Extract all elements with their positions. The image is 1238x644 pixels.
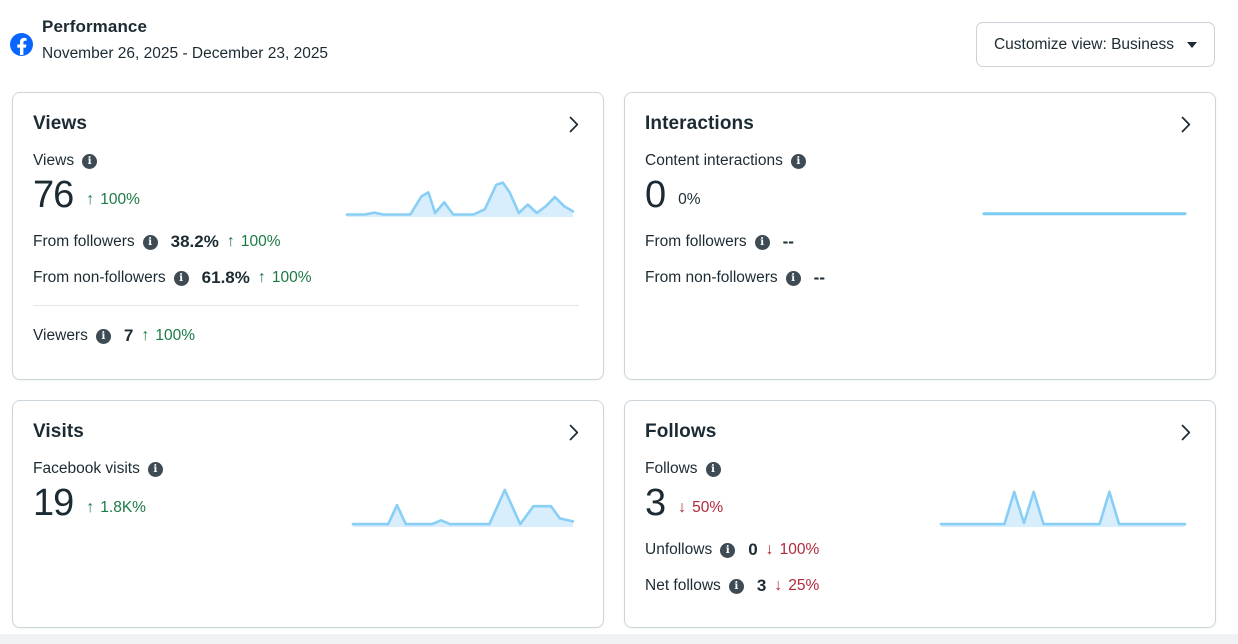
views-sparkline-chart <box>345 181 575 217</box>
interactions-value: 0 <box>645 174 666 216</box>
customize-view-label: Customize view: Business <box>993 35 1174 53</box>
up-arrow-icon: ↑ <box>141 327 150 344</box>
info-icon[interactable]: i <box>82 153 98 169</box>
info-icon[interactable]: i <box>790 153 806 169</box>
interactions-value-row: 0 0% <box>645 175 1191 216</box>
info-icon[interactable]: i <box>754 234 770 250</box>
down-arrow-icon: ↓ <box>774 577 783 594</box>
follows-chevron-right-icon[interactable] <box>1181 422 1191 443</box>
row-value: 7 <box>123 326 134 345</box>
visits-delta: ↑ 1.8K% <box>86 499 146 516</box>
metric-row-from-non-followers: From non-followers i -- <box>645 268 1191 288</box>
row-label: Unfollows <box>645 541 713 558</box>
views-chevron-right-icon[interactable] <box>569 114 579 135</box>
row-value: 3 <box>756 576 767 595</box>
follows-value: 3 <box>645 482 666 524</box>
interactions-card: Interactions Content interactions i 0 0%… <box>624 92 1216 380</box>
visits-chevron-right-icon[interactable] <box>569 422 579 443</box>
up-arrow-icon: ↑ <box>257 269 266 286</box>
views-metric-label-row: Views i <box>33 152 579 170</box>
info-icon[interactable]: i <box>147 461 163 477</box>
visits-metric-label: Facebook visits <box>33 460 140 477</box>
interactions-metric-label: Content interactions <box>645 152 783 169</box>
info-icon[interactable]: i <box>95 328 111 344</box>
follows-sparkline-chart <box>939 490 1187 527</box>
follows-metric-label-row: Follows i <box>645 460 1191 478</box>
metric-row-viewers: Viewers i 7 ↑ 100% <box>33 326 579 346</box>
interactions-card-title: Interactions <box>645 113 754 134</box>
info-icon[interactable]: i <box>785 270 801 286</box>
interactions-metric-label-row: Content interactions i <box>645 152 1191 170</box>
metric-row-unfollows: Unfollows i 0 ↓ 100% <box>645 540 1191 560</box>
visits-sparkline-chart <box>351 488 575 527</box>
visits-value-row: 19 ↑ 1.8K% <box>33 483 579 524</box>
visits-card-header: Visits <box>33 421 579 443</box>
info-icon[interactable]: i <box>705 461 721 477</box>
metric-row-net-follows: Net follows i 3 ↓ 25% <box>645 576 1191 596</box>
metric-row-from-followers: From followers i 38.2% ↑ 100% <box>33 232 579 252</box>
down-arrow-icon: ↓ <box>678 499 687 516</box>
interactions-card-header: Interactions <box>645 113 1191 135</box>
views-card-header: Views <box>33 113 579 135</box>
interactions-delta: 0% <box>678 191 701 208</box>
views-value: 76 <box>33 174 74 216</box>
info-icon[interactable]: i <box>728 578 744 594</box>
info-icon[interactable]: i <box>142 234 158 250</box>
divider <box>33 305 579 306</box>
row-label: From followers <box>645 233 747 250</box>
row-delta: ↑ 100% <box>257 269 312 286</box>
visits-card: Visits Facebook visits i 19 ↑ 1.8K% <box>12 400 604 628</box>
page-bottom-strip <box>0 634 1238 644</box>
customize-view-button[interactable]: Customize view: Business <box>975 22 1215 67</box>
views-value-row: 76 ↑ 100% <box>33 175 579 216</box>
visits-value: 19 <box>33 482 74 524</box>
row-delta: ↓ 100% <box>765 541 820 558</box>
up-arrow-icon: ↑ <box>86 499 95 516</box>
views-metric-label: Views <box>33 152 75 169</box>
interactions-sparkline-chart <box>982 212 1187 216</box>
date-range: November 26, 2025 - December 23, 2025 <box>42 45 329 62</box>
visits-metric-label-row: Facebook visits i <box>33 460 579 478</box>
row-value: 38.2% <box>170 232 219 251</box>
info-icon[interactable]: i <box>720 542 736 558</box>
row-delta: ↑ 100% <box>226 233 281 250</box>
views-card: Views Views i 76 ↑ 100% From followers i… <box>12 92 604 380</box>
row-label: Viewers <box>33 327 88 344</box>
cards-grid: Views Views i 76 ↑ 100% From followers i… <box>12 92 1216 628</box>
info-icon[interactable]: i <box>173 270 189 286</box>
row-value: -- <box>813 268 825 287</box>
row-value: 61.8% <box>201 268 250 287</box>
caret-down-icon <box>1187 41 1197 48</box>
row-label: Net follows <box>645 577 721 594</box>
follows-value-row: 3 ↓ 50% <box>645 483 1191 524</box>
interactions-chevron-right-icon[interactable] <box>1181 114 1191 135</box>
row-label: From followers <box>33 233 135 250</box>
follows-card: Follows Follows i 3 ↓ 50% Unfollows i 0 <box>624 400 1216 628</box>
row-delta: ↑ 100% <box>141 327 195 344</box>
facebook-logo-icon <box>10 33 33 56</box>
row-label: From non-followers <box>645 269 778 286</box>
follows-card-title: Follows <box>645 421 717 442</box>
follows-card-header: Follows <box>645 421 1191 443</box>
row-value: 0 <box>748 540 758 559</box>
views-card-title: Views <box>33 113 88 134</box>
row-delta: ↓ 25% <box>774 577 820 594</box>
up-arrow-icon: ↑ <box>86 191 95 208</box>
page-title: Performance <box>42 17 148 36</box>
metric-row-from-non-followers: From non-followers i 61.8% ↑ 100% <box>33 268 579 288</box>
follows-delta: ↓ 50% <box>678 499 724 516</box>
row-label: From non-followers <box>33 269 166 286</box>
up-arrow-icon: ↑ <box>226 233 235 250</box>
visits-card-title: Visits <box>33 421 84 442</box>
views-delta: ↑ 100% <box>86 191 140 208</box>
metric-row-from-followers: From followers i -- <box>645 232 1191 252</box>
down-arrow-icon: ↓ <box>765 541 774 558</box>
row-value: -- <box>782 232 794 251</box>
follows-metric-label: Follows <box>645 460 698 477</box>
